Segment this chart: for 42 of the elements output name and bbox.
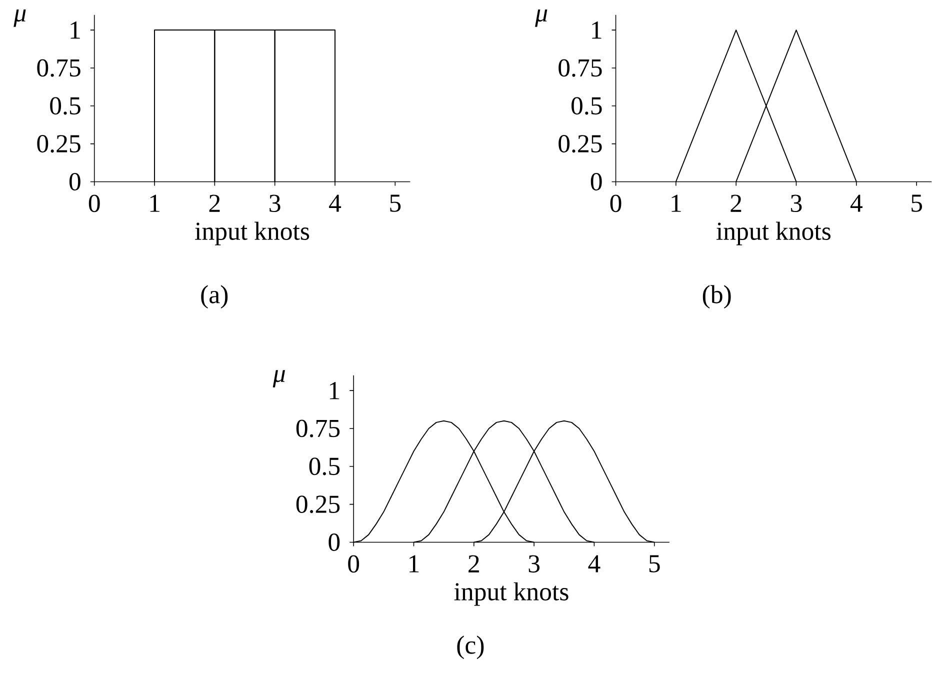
y-tick-label: 0.5: [572, 96, 602, 115]
y-tick-label: 0.75: [558, 59, 602, 77]
text: (b): [702, 285, 731, 308]
text: (a): [201, 285, 228, 308]
x-tick-label: 0: [348, 555, 360, 572]
x-tick-label: 4: [588, 555, 600, 572]
x-tick-label: 1: [150, 194, 160, 212]
y-tick-label: 0.75: [296, 420, 340, 438]
x-tick-label: 5: [649, 555, 660, 572]
x-tick-label: 0: [610, 194, 622, 212]
x-axis-title: input knots: [716, 222, 830, 246]
x-tick-label: 0: [88, 194, 100, 212]
y-tick-label: 0: [69, 172, 80, 190]
y-axis-title: μ: [14, 9, 26, 27]
x-tick-label: 3: [270, 194, 280, 212]
y-tick-label: 0.75: [37, 59, 80, 77]
y-tick-label: 1: [70, 21, 80, 38]
y-tick-label: 0.25: [558, 134, 602, 152]
x-tick-label: 1: [410, 555, 419, 572]
x-tick-label: 1: [672, 194, 681, 212]
x-axis-title: input knots: [454, 582, 568, 606]
x-tick-label: 2: [730, 194, 742, 212]
x-tick-label: 3: [528, 555, 540, 572]
y-axis-title: μ: [535, 9, 548, 27]
y-tick-label: 0: [590, 172, 602, 190]
y-tick-label: 0.25: [296, 495, 340, 513]
y-tick-label: 1: [592, 21, 602, 38]
x-tick-label: 4: [329, 194, 342, 212]
x-tick-label: 4: [850, 194, 862, 212]
x-tick-label: 2: [209, 194, 220, 212]
y-tick-label: 0.5: [309, 458, 340, 476]
x-tick-label: 3: [791, 194, 802, 212]
x-tick-label: 5: [912, 194, 922, 212]
y-tick-label: 0: [328, 533, 340, 551]
x-axis-title: input knots: [195, 222, 310, 246]
y-tick-label: 0.25: [37, 134, 80, 152]
x-tick-label: 2: [468, 555, 479, 572]
y-axis-title: μ: [272, 370, 285, 388]
x-tick-label: 5: [390, 194, 401, 212]
text: (c): [457, 636, 484, 659]
y-tick-label: 1: [330, 382, 340, 399]
y-tick-label: 0.5: [50, 96, 80, 115]
